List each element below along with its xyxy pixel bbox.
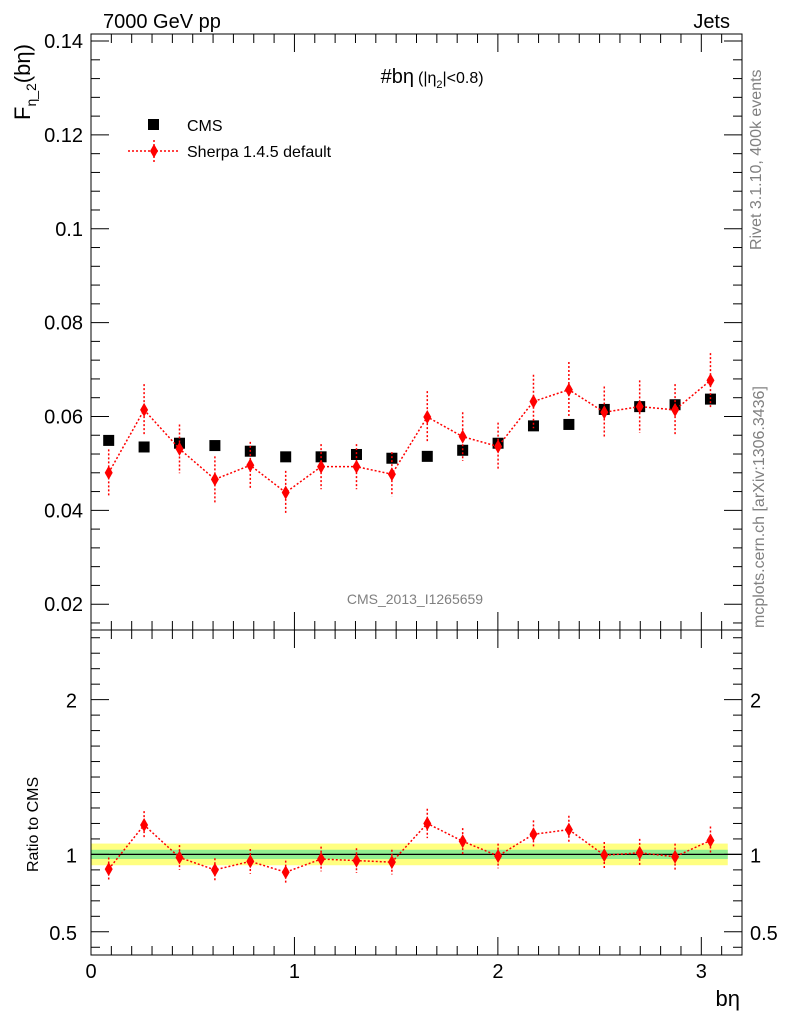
- sherpa-line: [108, 379, 711, 494]
- ratio-point: [529, 827, 538, 842]
- sherpa-point: [494, 439, 503, 454]
- sherpa-point: [635, 399, 644, 414]
- legend-marker-sherpa: [150, 144, 158, 158]
- legend-marker-cms: [148, 119, 159, 130]
- ratio-point: [140, 818, 149, 832]
- sherpa-point: [317, 459, 326, 474]
- ratio-point: [494, 848, 503, 863]
- cms-point: [457, 444, 469, 456]
- cms-point: [421, 450, 433, 462]
- y-tick-label: 0.08: [44, 313, 83, 335]
- cms-point: [209, 440, 221, 452]
- ratio-y-tick-label: 0.5: [49, 923, 77, 945]
- ratio-y-tick-label-right: 0.5: [750, 923, 778, 945]
- sherpa-point: [671, 402, 680, 417]
- ratio-point: [352, 853, 361, 868]
- mcplots-label: mcplots.cern.ch [arXiv:1306.3436]: [751, 386, 768, 628]
- sherpa-point: [458, 429, 467, 444]
- y-tick-label: 0.1: [55, 219, 83, 241]
- sherpa-point: [281, 485, 290, 500]
- ratio-y-tick-label-right: 1: [750, 845, 761, 867]
- y-tick-label: 0.06: [44, 406, 83, 428]
- ratio-panel: 0.5 0.5 1 1 2 2 0 1 2 3 Ratio to CMS bη: [25, 629, 778, 1011]
- svg-text:Fη_2(bη): Fη_2(bη): [10, 44, 39, 120]
- x-tick-label: 0: [85, 961, 96, 983]
- ratio-panel-frame: [90, 629, 743, 956]
- y-tick-label: 0.14: [44, 31, 83, 53]
- sherpa-point: [246, 458, 255, 473]
- cms-point: [280, 451, 292, 463]
- ratio-y-tick-label-right: 2: [750, 691, 761, 713]
- ratio-point: [564, 822, 573, 837]
- ratio-point: [706, 833, 715, 848]
- cms-point: [138, 441, 150, 453]
- ratio-point: [671, 849, 680, 864]
- cms-point: [350, 448, 362, 460]
- ratio-point: [104, 862, 113, 877]
- sherpa-point: [529, 394, 538, 409]
- ratio-point: [317, 852, 326, 867]
- cms-point: [527, 420, 539, 432]
- ratio-y-axis-label: Ratio to CMS: [25, 777, 42, 872]
- rivet-label: Rivet 3.1.10, 400k events: [748, 69, 765, 250]
- header-right: Jets: [693, 11, 730, 33]
- ratio-point: [635, 845, 644, 860]
- ratio-line: [108, 822, 711, 873]
- ratio-point: [458, 834, 467, 849]
- analysis-watermark: CMS_2013_I1265659: [347, 591, 483, 607]
- ratio-point: [281, 865, 290, 880]
- x-tick-label: 1: [289, 961, 300, 983]
- x-tick-label: 3: [696, 961, 707, 983]
- sherpa-point: [210, 472, 219, 487]
- ratio-y-tick-label: 2: [66, 691, 77, 713]
- sherpa-point: [423, 409, 432, 424]
- ratio-point: [246, 854, 255, 869]
- ratio-point: [175, 850, 184, 865]
- sherpa-point: [600, 405, 609, 420]
- cms-point: [386, 452, 398, 464]
- y-axis-label: Fη_2(bη): [10, 44, 39, 120]
- plot-title: #bη: [381, 66, 414, 88]
- ratio-point: [423, 816, 432, 831]
- main-panel: 0.02 0.04 0.06 0.08 0.1 0.12 0.14 #bη (|η2|<0.…: [10, 31, 743, 631]
- sherpa-point: [564, 382, 573, 397]
- y-tick-label: 0.02: [44, 594, 83, 616]
- x-axis-label: bη: [716, 986, 740, 1011]
- ratio-y-tick-label: 1: [66, 845, 77, 867]
- y-tick-label: 0.04: [44, 500, 83, 522]
- sherpa-point: [387, 467, 396, 482]
- x-tick-label: 2: [492, 961, 503, 983]
- sherpa-point: [352, 459, 361, 474]
- cms-point: [103, 434, 115, 446]
- ratio-point: [600, 848, 609, 863]
- sherpa-point: [706, 373, 715, 388]
- sherpa-point: [140, 402, 149, 417]
- sherpa-point: [175, 441, 184, 456]
- legend: CMS Sherpa 1.4.5 default: [128, 118, 332, 162]
- legend-label-sherpa: Sherpa 1.4.5 default: [187, 144, 332, 161]
- sherpa-point: [104, 465, 113, 480]
- y-tick-label: 0.12: [44, 125, 83, 147]
- legend-label-cms: CMS: [187, 118, 223, 135]
- ratio-point: [210, 862, 219, 877]
- plot-title-subscript: (|η2|<0.8): [418, 70, 484, 91]
- ratio-point: [387, 855, 396, 870]
- cms-point: [563, 418, 575, 430]
- header-left: 7000 GeV pp: [103, 11, 221, 33]
